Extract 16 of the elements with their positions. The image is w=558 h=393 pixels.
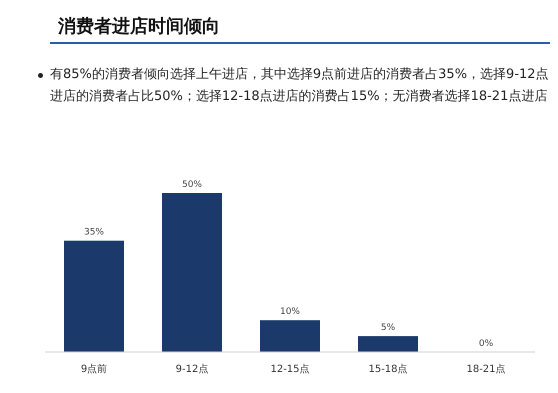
x-tick-label: 9-12点 [176, 363, 208, 375]
data-label: 0% [478, 339, 494, 349]
data-label: 50% [182, 180, 202, 190]
x-tick-label: 18-21点 [466, 363, 506, 375]
data-label: 35% [84, 228, 104, 238]
bar [64, 240, 124, 352]
x-tick-label: 9点前 [80, 363, 108, 375]
chart-title: 消费者进店时间倾向 [58, 15, 220, 38]
bar [260, 320, 320, 352]
data-label: 5% [380, 323, 396, 334]
bar [162, 193, 222, 352]
bar [358, 336, 418, 352]
data-label: 10% [280, 307, 300, 318]
x-tick-label: 12-15点 [270, 363, 310, 375]
chart-subtitle: 有85%的消费者倾向选择上午进店，其中选择9点前进店的消费者占35%，选择9-12点进店的消费者占比50%；选择12-18点进店的消费占15%；无消费者选择18-21点进店 [49, 66, 550, 106]
x-tick-label: 15-18点 [368, 363, 408, 375]
